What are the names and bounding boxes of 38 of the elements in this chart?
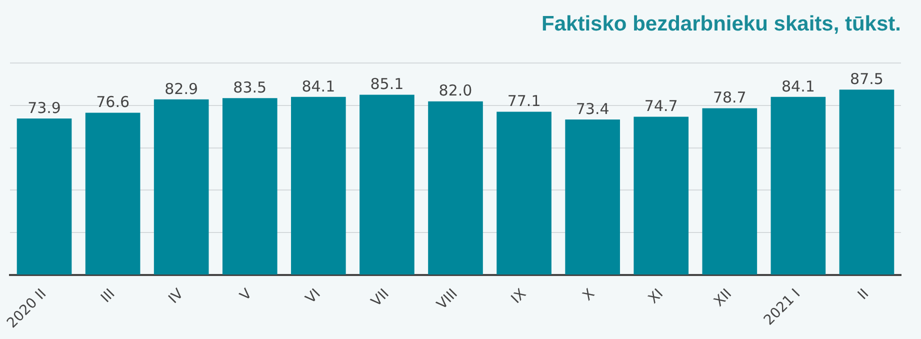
bar bbox=[154, 99, 209, 274]
x-tick-label: VII bbox=[368, 286, 392, 310]
x-tick-label: V bbox=[237, 286, 256, 304]
x-tick-label: IV bbox=[166, 286, 188, 307]
x-tick-label: IX bbox=[508, 286, 530, 307]
data-label: 83.5 bbox=[233, 78, 267, 97]
bar bbox=[770, 96, 826, 274]
chart-title: Faktisko bezdarbnieku skaits, tūkst. bbox=[542, 12, 901, 36]
bar bbox=[360, 94, 414, 274]
x-tick-label: VI bbox=[302, 286, 324, 307]
data-label: 73.4 bbox=[576, 100, 610, 118]
data-label: 76.6 bbox=[96, 93, 130, 112]
data-label: 87.5 bbox=[850, 70, 884, 88]
data-label: 73.9 bbox=[28, 98, 61, 117]
bar bbox=[565, 120, 620, 274]
bar bbox=[428, 101, 483, 274]
bar bbox=[496, 112, 552, 274]
x-tick-label: X bbox=[580, 286, 598, 304]
bar bbox=[222, 98, 278, 274]
data-label: 84.1 bbox=[781, 77, 815, 96]
data-label: 78.7 bbox=[712, 88, 746, 107]
x-tick-label: XI bbox=[645, 286, 667, 307]
data-label: 82.9 bbox=[164, 80, 198, 98]
data-label: 82.0 bbox=[438, 82, 472, 100]
data-label: 84.1 bbox=[302, 77, 336, 96]
data-label: 77.1 bbox=[507, 92, 541, 110]
x-tick-label: II bbox=[854, 286, 872, 304]
bar bbox=[702, 108, 758, 274]
x-tick-label: VIII bbox=[434, 286, 461, 313]
bar bbox=[291, 96, 346, 274]
bar bbox=[85, 112, 140, 274]
x-tick-label: III bbox=[98, 286, 118, 306]
bar bbox=[634, 116, 689, 274]
bar bbox=[839, 90, 894, 274]
data-label: 85.1 bbox=[370, 75, 404, 94]
data-label: 74.7 bbox=[644, 97, 678, 116]
bar bbox=[16, 118, 72, 274]
x-tick-label: XII bbox=[711, 286, 736, 310]
